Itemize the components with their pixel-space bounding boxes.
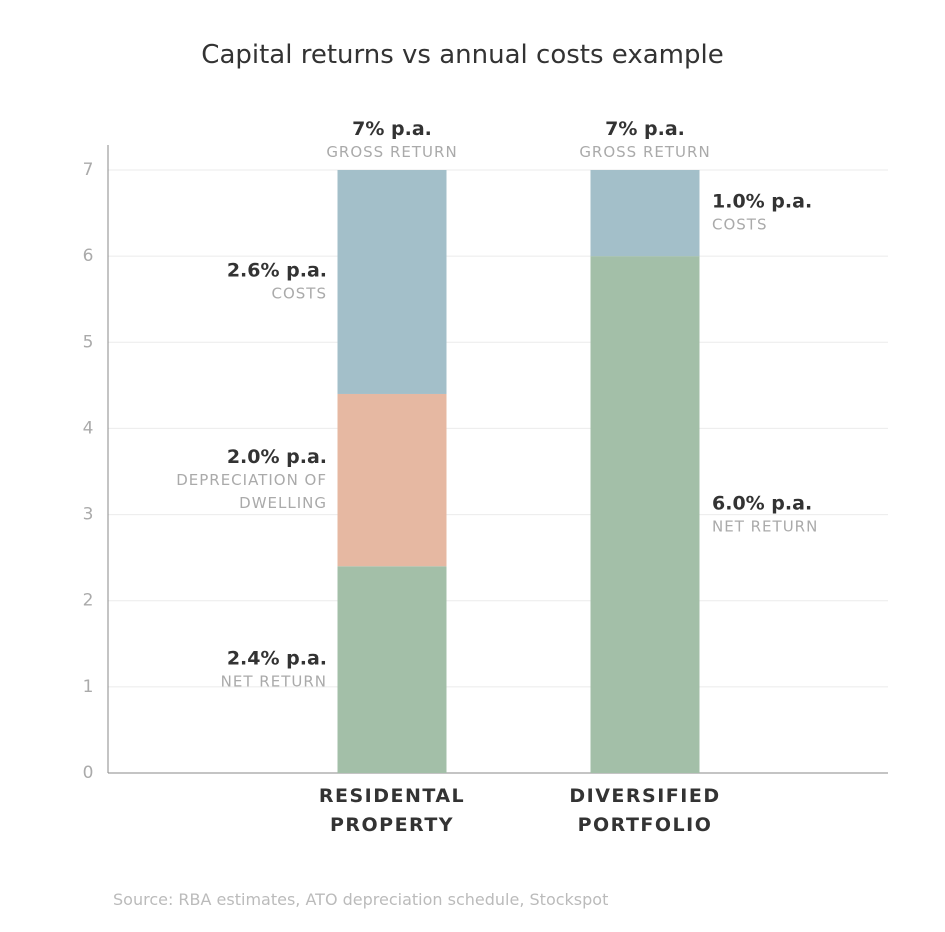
segment-label: 2.4% p.a. NET RETURN <box>167 646 327 693</box>
value-label: 2.4% p.a. <box>226 647 327 670</box>
y-tick-label: 2 <box>83 591 94 611</box>
segment-label: 2.6% p.a. COSTS <box>167 258 327 305</box>
series-name: NET RETURN <box>220 672 327 691</box>
series-name: COSTS <box>712 215 768 234</box>
segment-label: 6.0% p.a. NET RETURN <box>712 491 872 538</box>
total-label: 7% p.a. GROSS RETURN <box>292 117 492 164</box>
total-label: 7% p.a. GROSS RETURN <box>545 117 745 164</box>
series-name: COSTS <box>271 284 327 303</box>
x-tick-label: RESIDENTAL PROPERTY <box>318 785 466 836</box>
x-tick-label: DIVERSIFIED PORTFOLIO <box>569 785 721 836</box>
bar-segment <box>590 170 700 257</box>
bar-segment <box>337 393 447 567</box>
y-tick-label: 4 <box>83 418 94 438</box>
total-value-label: 7% p.a. <box>605 118 685 140</box>
segment-label: 1.0% p.a. COSTS <box>712 190 872 237</box>
source-note: Source: RBA estimates, ATO depreciation … <box>113 890 609 909</box>
y-tick-label: 6 <box>83 246 94 266</box>
y-tick-label: 1 <box>83 677 94 697</box>
y-tick-label: 5 <box>83 332 94 352</box>
value-label: 2.6% p.a. <box>226 259 327 282</box>
y-tick-label: 3 <box>83 505 94 525</box>
value-label: 1.0% p.a. <box>712 190 813 213</box>
chart-title: Capital returns vs annual costs example <box>201 40 724 70</box>
y-tick-label: 7 <box>83 160 94 180</box>
bar-segment <box>337 566 447 773</box>
bar-segment <box>337 170 447 394</box>
total-value-label: 7% p.a. <box>352 118 432 140</box>
series-name: DEPRECIATION OF DWELLING <box>176 471 327 513</box>
value-label: 6.0% p.a. <box>712 492 813 515</box>
segment-label: 2.0% p.a. DEPRECIATION OF DWELLING <box>167 445 327 515</box>
bar-segment <box>590 256 700 774</box>
total-name: GROSS RETURN <box>326 143 458 161</box>
series-name: NET RETURN <box>712 517 819 536</box>
value-label: 2.0% p.a. <box>226 446 327 469</box>
y-tick-label: 0 <box>83 763 94 783</box>
total-name: GROSS RETURN <box>579 143 711 161</box>
